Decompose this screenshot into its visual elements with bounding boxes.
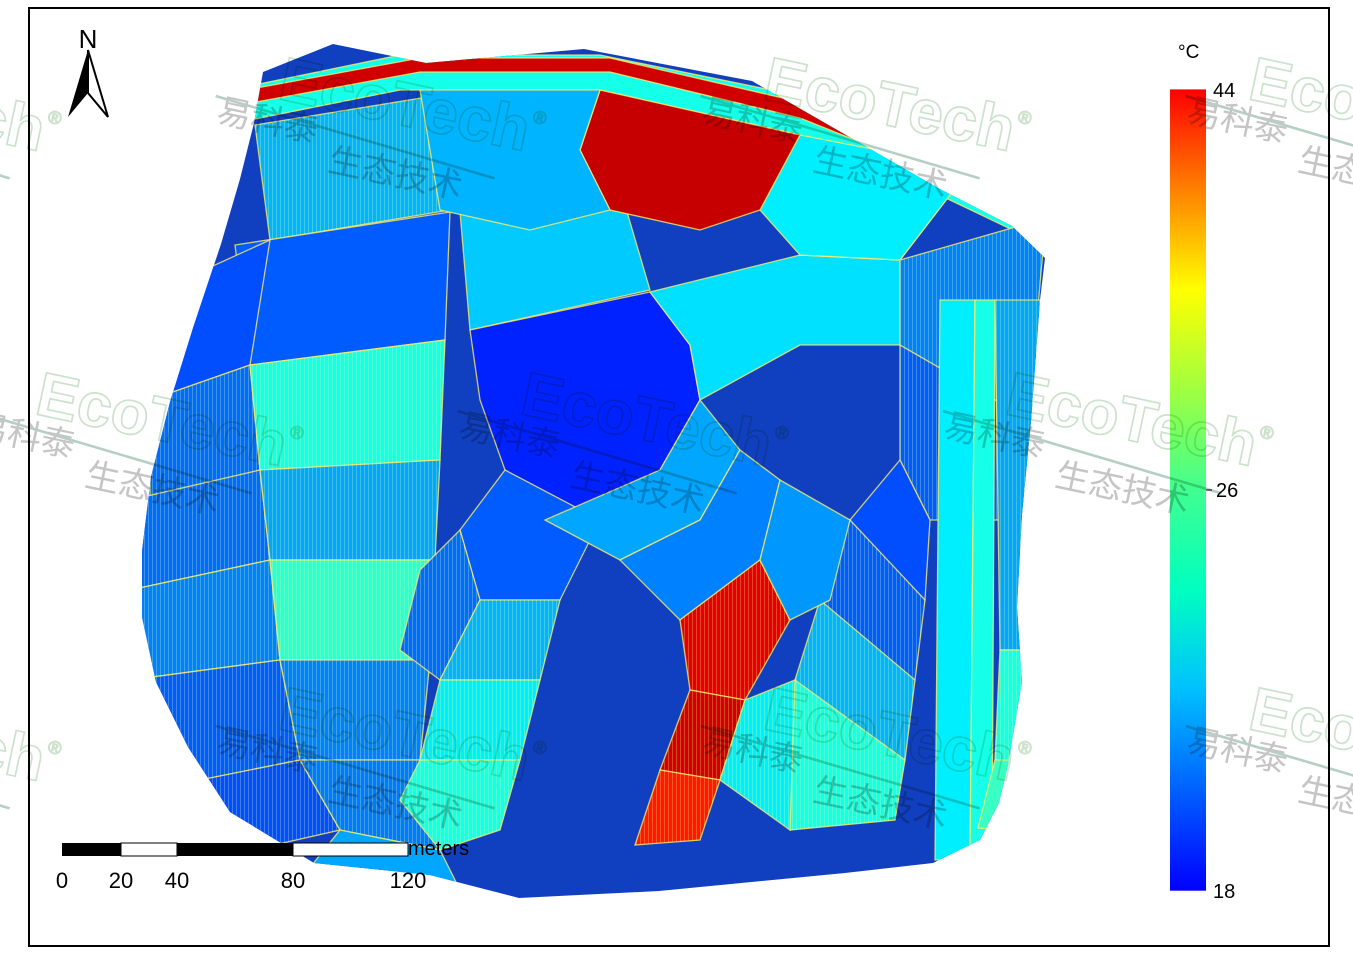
svg-text:26: 26 [1216, 480, 1238, 502]
svg-text:N: N [79, 24, 98, 54]
svg-text:°C: °C [1178, 42, 1199, 63]
svg-text:80: 80 [281, 868, 305, 893]
svg-text:40: 40 [165, 868, 189, 893]
svg-text:120: 120 [390, 868, 427, 893]
svg-text:20: 20 [109, 868, 133, 893]
svg-text:meters: meters [408, 838, 469, 860]
svg-text:0: 0 [56, 868, 68, 893]
svg-text:18: 18 [1213, 881, 1235, 903]
